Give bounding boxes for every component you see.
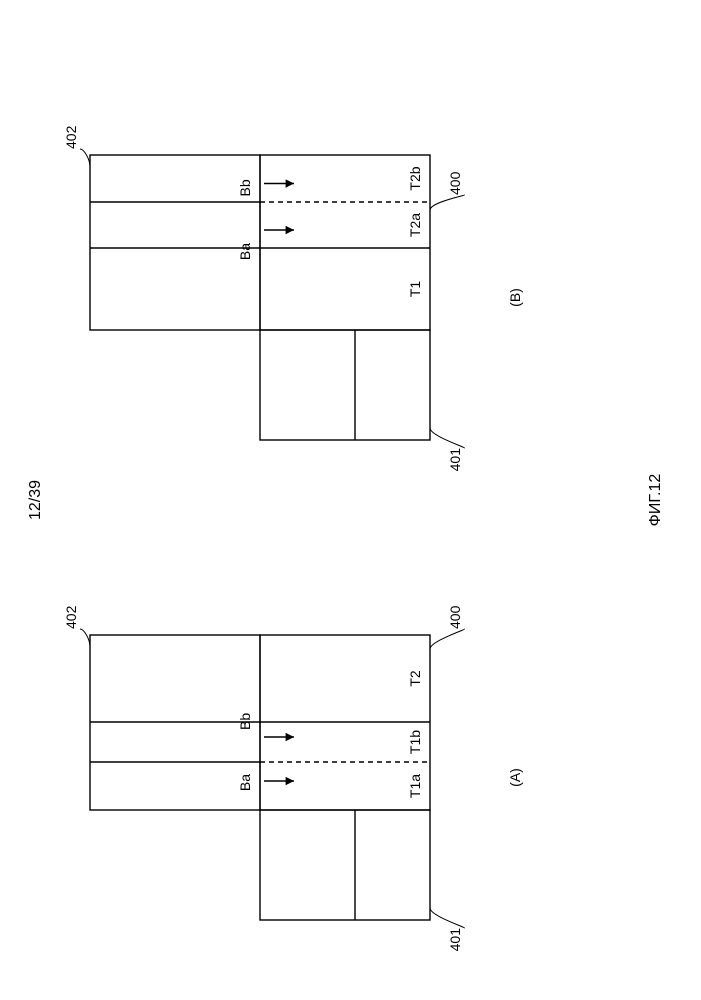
label-400-A: 400 [447, 605, 463, 629]
bb-label: Bb [237, 713, 253, 730]
label-401-B: 401 [447, 448, 463, 472]
label-402-B: 402 [63, 125, 79, 149]
label-402-A: 402 [63, 605, 79, 629]
panel-label-B: (B) [507, 288, 523, 307]
page-header: 12/39 [27, 480, 44, 520]
leader [430, 908, 464, 928]
B-block-400 [260, 155, 430, 330]
leader [430, 629, 464, 649]
label-401-A: 401 [447, 928, 463, 952]
panel-label-A: (A) [507, 768, 523, 787]
region-label: T2b [407, 166, 423, 190]
ba-label-B: Ba [237, 243, 253, 260]
label-400-B: 400 [447, 171, 463, 195]
region-label: T1a [407, 774, 423, 798]
figure-label: ФИГ.12 [647, 474, 664, 527]
B-block-401 [260, 330, 430, 440]
A-block-401 [260, 810, 430, 920]
bb-label-B: Bb [237, 179, 253, 196]
ba-label: Ba [237, 774, 253, 791]
region-label: T1 [407, 281, 423, 298]
B-block-402 [90, 155, 260, 330]
leader [430, 195, 464, 210]
region-label: T2 [407, 670, 423, 687]
region-label: T1b [407, 730, 423, 754]
leader [430, 428, 464, 448]
region-label: T2a [407, 213, 423, 237]
leader [80, 149, 90, 167]
leader [80, 629, 90, 647]
